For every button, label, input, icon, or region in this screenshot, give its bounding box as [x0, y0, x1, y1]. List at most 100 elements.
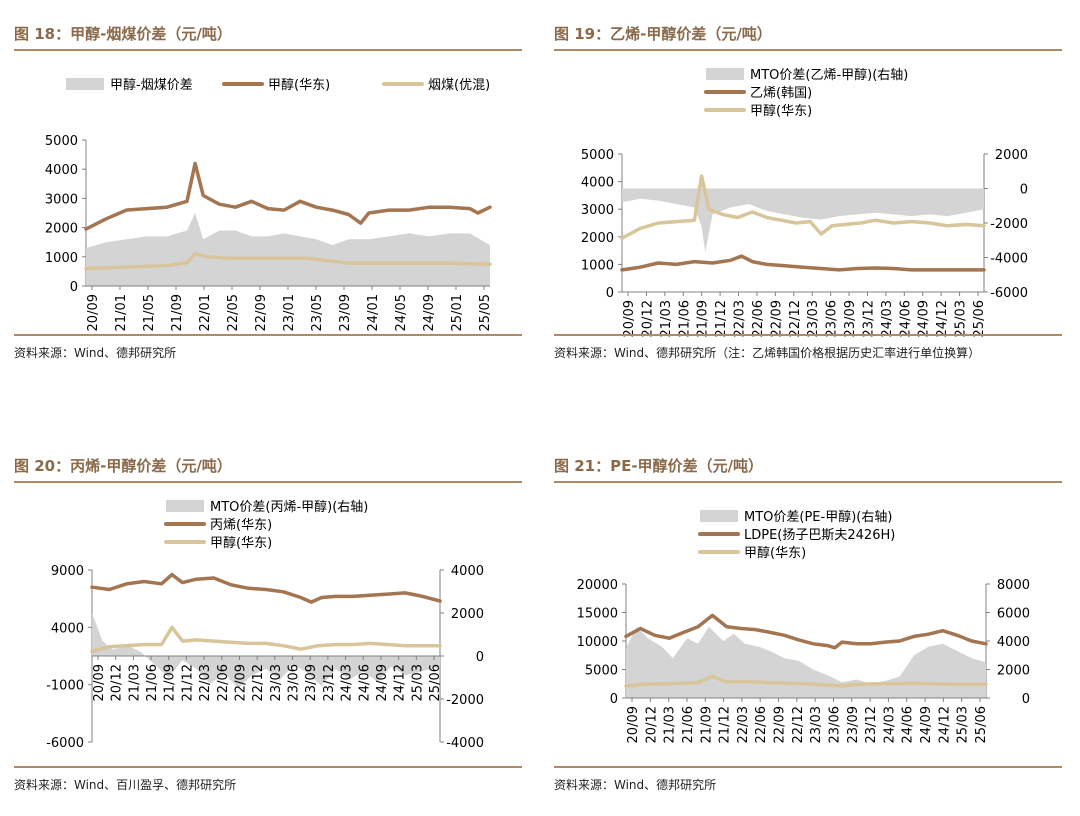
x-tick-label: 22/06 — [754, 706, 769, 743]
series-line — [84, 161, 492, 231]
title-divider — [14, 49, 522, 51]
source-divider — [14, 334, 522, 336]
y-tick-label-left: 1000 — [581, 258, 614, 273]
y-tick-label-left: 5000 — [581, 148, 614, 163]
x-tick-label: 20/09 — [622, 300, 637, 337]
legend-label: 烟煤(优混) — [428, 78, 490, 93]
x-tick-label: 21/03 — [127, 664, 142, 701]
series-area — [626, 626, 986, 698]
source-divider — [554, 334, 1062, 336]
y-tick-label-right: 4000 — [997, 635, 1030, 650]
x-tick-label: 23/06 — [827, 706, 842, 743]
x-tick-label: 24/01 — [366, 294, 381, 331]
x-tick-label: 21/09 — [696, 300, 711, 337]
source-divider — [554, 766, 1062, 768]
y-tick-label-left: 3000 — [581, 203, 614, 218]
x-tick-label: 25/03 — [954, 300, 969, 337]
y-tick-label-right: -4000 — [446, 736, 484, 751]
legend-label: 乙烯(韩国) — [750, 86, 812, 101]
chart-title: 图 21：PE-甲醇价差（元/吨） — [554, 457, 764, 475]
legend-label: 甲醇-烟煤价差 — [110, 77, 193, 93]
y-tick-label-left: 4000 — [51, 621, 84, 636]
x-tick-label: 20/12 — [644, 706, 659, 743]
y-tick-label-left: 0 — [610, 692, 618, 707]
y-tick-label-left: 3000 — [45, 192, 78, 207]
x-tick-label: 25/06 — [428, 664, 443, 701]
x-tick-label: 22/03 — [736, 706, 751, 743]
y-tick-label-left: 9000 — [51, 564, 84, 579]
x-tick-label: 23/06 — [825, 300, 840, 337]
y-tick-label-left: 4000 — [45, 163, 78, 178]
x-tick-label: 24/12 — [935, 300, 950, 337]
x-tick-label: 20/09 — [92, 664, 107, 701]
y-tick-label-left: -1000 — [46, 679, 84, 694]
series-line — [90, 625, 442, 654]
x-tick-label: 21/09 — [699, 706, 714, 743]
x-tick-label: 21/12 — [180, 664, 195, 701]
source-note: 资料来源：Wind、百川盈孚、德邦研究所 — [14, 778, 237, 792]
x-tick-label: 25/03 — [956, 706, 971, 743]
y-tick-label-right: 6000 — [997, 607, 1030, 622]
legend-label: MTO价差(丙烯-甲醇)(右轴) — [210, 499, 368, 515]
x-tick-label: 21/12 — [714, 300, 729, 337]
y-tick-label-right: 0 — [476, 650, 484, 665]
y-tick-label-right: 0 — [1020, 183, 1028, 198]
y-tick-label-right: 4000 — [451, 564, 484, 579]
chart-fig19: MTO价差(乙烯-甲醇)(右轴) 乙烯(韩国) 甲醇(华东) 5000 4000 3000… — [581, 67, 1028, 337]
legend-swatch — [66, 78, 104, 90]
x-tick-label: 24/09 — [422, 294, 437, 331]
x-tick-label: 21/03 — [663, 706, 678, 743]
title-divider — [554, 49, 1062, 51]
legend-entry: 甲醇(华东) — [698, 545, 806, 561]
y-tick-label-right: 2000 — [997, 664, 1030, 679]
series-line — [624, 674, 988, 688]
x-tick-label: 24/03 — [880, 300, 895, 337]
series-area — [92, 613, 440, 689]
x-tick-label: 25/06 — [972, 300, 987, 337]
panel-fig21: 图 21：PE-甲醇价差（元/吨） MTO价差(PE-甲醇)(右轴) LDPE(扬… — [554, 452, 1062, 812]
x-tick-label: 22/09 — [773, 706, 788, 743]
panel-fig20: 图 20：丙烯-甲醇价差（元/吨） MTO价差(丙烯-甲醇)(右轴) 丙烯(华东)… — [14, 452, 522, 812]
x-tick-label: 24/05 — [394, 294, 409, 331]
y-tick-label-right: 8000 — [997, 578, 1030, 593]
y-tick-label-left: 15000 — [577, 607, 618, 622]
x-tick-label: 23/06 — [287, 664, 302, 701]
legend-entry: 甲醇-烟煤价差 — [66, 77, 193, 93]
x-tick-label: 22/06 — [751, 300, 766, 337]
legend-label: LDPE(扬子巴斯夫2426H) — [744, 528, 895, 543]
legend-label: MTO价差(PE-甲醇)(右轴) — [744, 509, 892, 525]
legend-label: 丙烯(华东) — [210, 518, 272, 533]
y-tick-label-left: 5000 — [45, 134, 78, 149]
legend-swatch — [700, 510, 738, 522]
series-area — [86, 213, 490, 286]
x-tick-label: 23/12 — [861, 300, 876, 337]
x-tick-label: 21/05 — [142, 294, 157, 331]
x-tick-label: 22/06 — [216, 664, 231, 701]
x-tick-label: 21/09 — [170, 294, 185, 331]
chart-title: 图 19：乙烯-甲醇价差（元/吨） — [554, 25, 772, 43]
y-tick-label-left: -6000 — [46, 736, 84, 751]
legend-entry: 甲醇(华东) — [704, 103, 812, 119]
x-tick-label: 23/09 — [338, 294, 353, 331]
x-tick-label: 21/03 — [659, 300, 674, 337]
x-tick-label: 24/03 — [340, 664, 355, 701]
y-tick-label-left: 10000 — [577, 635, 618, 650]
y-tick-label-right: 2000 — [995, 148, 1028, 163]
series-line — [84, 252, 492, 271]
x-tick-label: 23/01 — [282, 294, 297, 331]
chart-fig21: MTO价差(PE-甲醇)(右轴) LDPE(扬子巴斯夫2426H) 甲醇(华东) 20… — [577, 509, 1030, 743]
series-line — [620, 254, 986, 272]
legend-entry: 甲醇(华东) — [222, 77, 330, 93]
x-tick-label: 20/12 — [640, 300, 655, 337]
panel-fig18: 图 18：甲醇-烟煤价差（元/吨） 甲醇-烟煤价差 甲醇(华东) 烟煤(优混) 500… — [14, 20, 522, 380]
title-divider — [554, 481, 1062, 483]
y-tick-label-right: -4000 — [990, 252, 1028, 267]
y-tick-label-right: 2000 — [451, 607, 484, 622]
x-tick-label: 23/09 — [846, 706, 861, 743]
x-tick-label: 22/12 — [788, 300, 803, 337]
legend-entry: 甲醇(华东) — [164, 535, 272, 551]
legend-label: MTO价差(乙烯-甲醇)(右轴) — [750, 67, 908, 83]
legend-swatch — [166, 500, 204, 512]
x-tick-label: 20/12 — [110, 664, 125, 701]
x-tick-label: 23/03 — [269, 664, 284, 701]
